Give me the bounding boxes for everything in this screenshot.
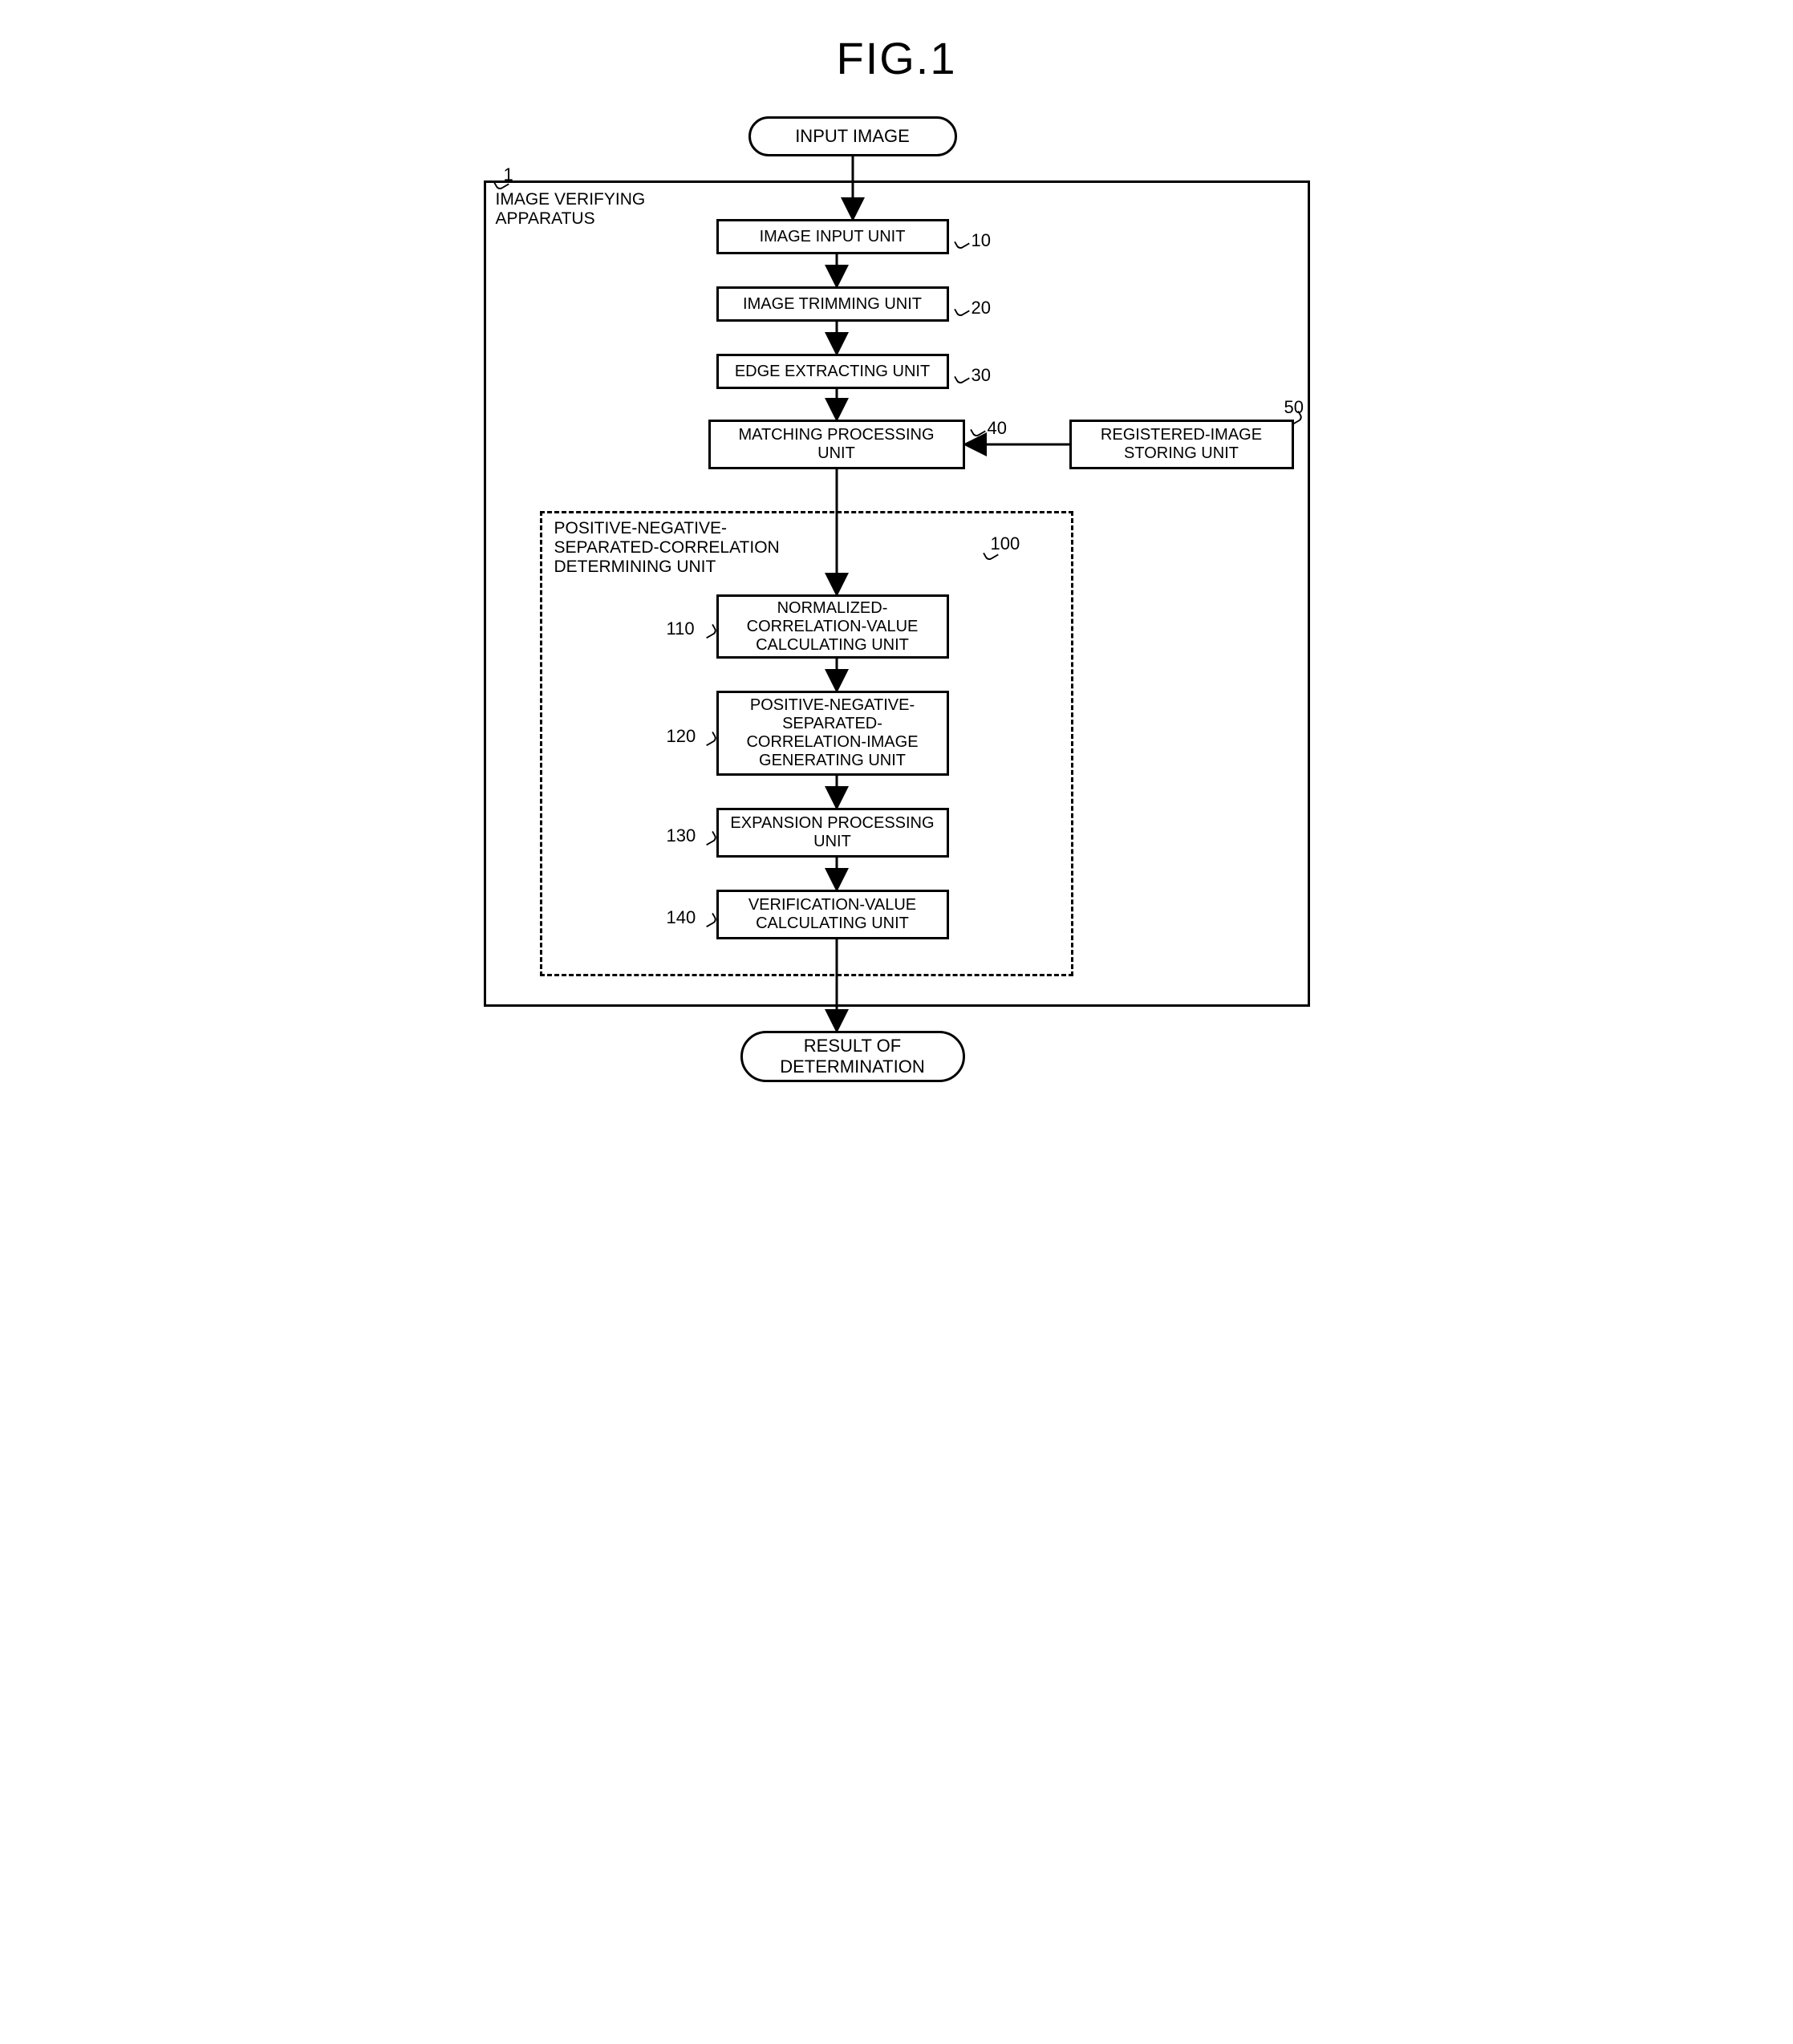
ref-label-130: 130: [667, 825, 696, 846]
ref-label-110: 110: [667, 618, 695, 639]
ref-label-30: 30: [972, 365, 991, 386]
ref-label-40: 40: [988, 418, 1007, 439]
figure-title: FIG.1: [32, 32, 1761, 84]
ref-label-120: 120: [667, 726, 696, 747]
ref-label-140: 140: [667, 907, 696, 928]
arrows: [476, 116, 1318, 1087]
ref-label-10: 10: [972, 230, 991, 251]
ref-label-20: 20: [972, 298, 991, 318]
diagram: IMAGE VERIFYINGAPPARATUS POSITIVE-NEGATI…: [476, 116, 1318, 1079]
